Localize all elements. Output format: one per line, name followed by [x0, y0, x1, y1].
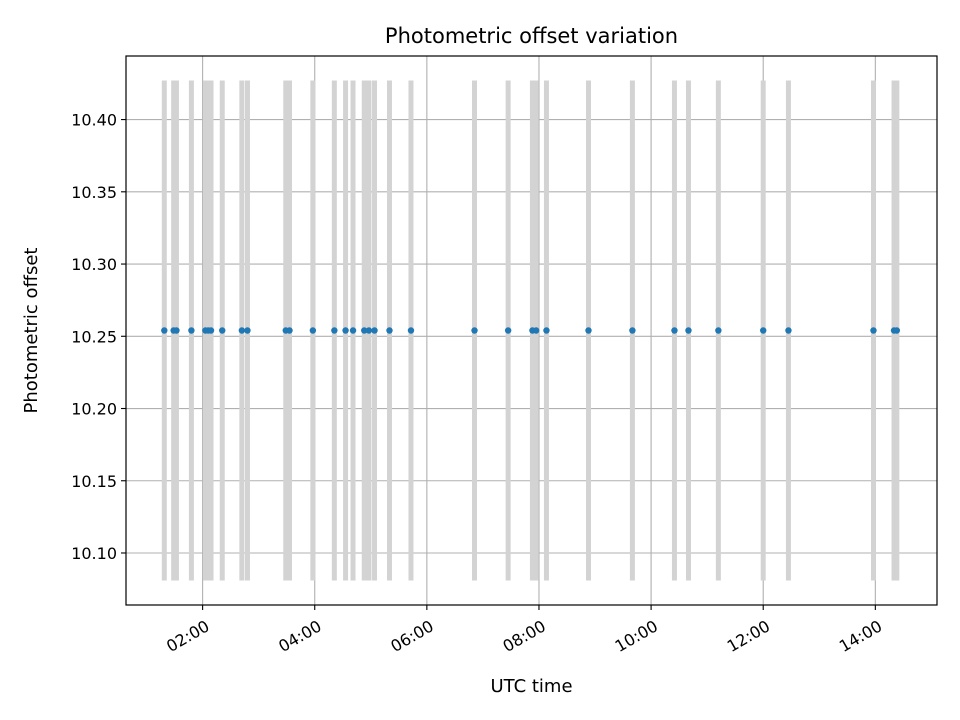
- data-point: [361, 327, 368, 334]
- data-point: [188, 327, 195, 334]
- data-point: [532, 327, 540, 334]
- y-tick-label: 10.35: [71, 183, 117, 202]
- data-point: [585, 327, 592, 334]
- data-point: [671, 327, 678, 334]
- data-point: [331, 327, 338, 334]
- y-tick-label: 10.15: [71, 472, 117, 491]
- data-point: [893, 327, 901, 334]
- chart-title: Photometric offset variation: [385, 24, 678, 48]
- data-point: [870, 327, 877, 334]
- data-point: [309, 327, 317, 334]
- y-axis-title: Photometric offset: [21, 248, 42, 414]
- data-points: [161, 327, 901, 334]
- data-point: [471, 327, 478, 334]
- data-point: [238, 327, 246, 334]
- data-point: [760, 327, 767, 334]
- data-point: [407, 327, 415, 334]
- data-point: [685, 327, 692, 334]
- plot-frame: [125, 55, 938, 606]
- data-point: [207, 327, 215, 334]
- data-point: [715, 327, 722, 334]
- x-axis-title: UTC time: [490, 676, 572, 697]
- y-axis-ticks: 10.10 10.15 10.20 10.25 10.30 10.35 10.40: [71, 111, 126, 563]
- data-point: [161, 327, 168, 334]
- y-tick-label: 10.20: [71, 400, 117, 419]
- data-point: [219, 327, 226, 334]
- data-point: [365, 327, 373, 334]
- data-point: [504, 327, 512, 334]
- data-point: [286, 327, 293, 334]
- data-point: [349, 327, 357, 334]
- y-tick-label: 10.25: [71, 327, 117, 346]
- y-tick-label: 10.10: [71, 544, 117, 563]
- y-tick-label: 10.30: [71, 255, 117, 274]
- y-tick-label: 10.40: [71, 111, 117, 130]
- data-point: [244, 327, 251, 334]
- data-point: [173, 327, 180, 334]
- data-point: [785, 327, 792, 334]
- data-point: [342, 327, 349, 334]
- data-point: [371, 327, 378, 334]
- data-point: [629, 327, 636, 334]
- data-point: [386, 327, 393, 334]
- data-point: [543, 327, 550, 334]
